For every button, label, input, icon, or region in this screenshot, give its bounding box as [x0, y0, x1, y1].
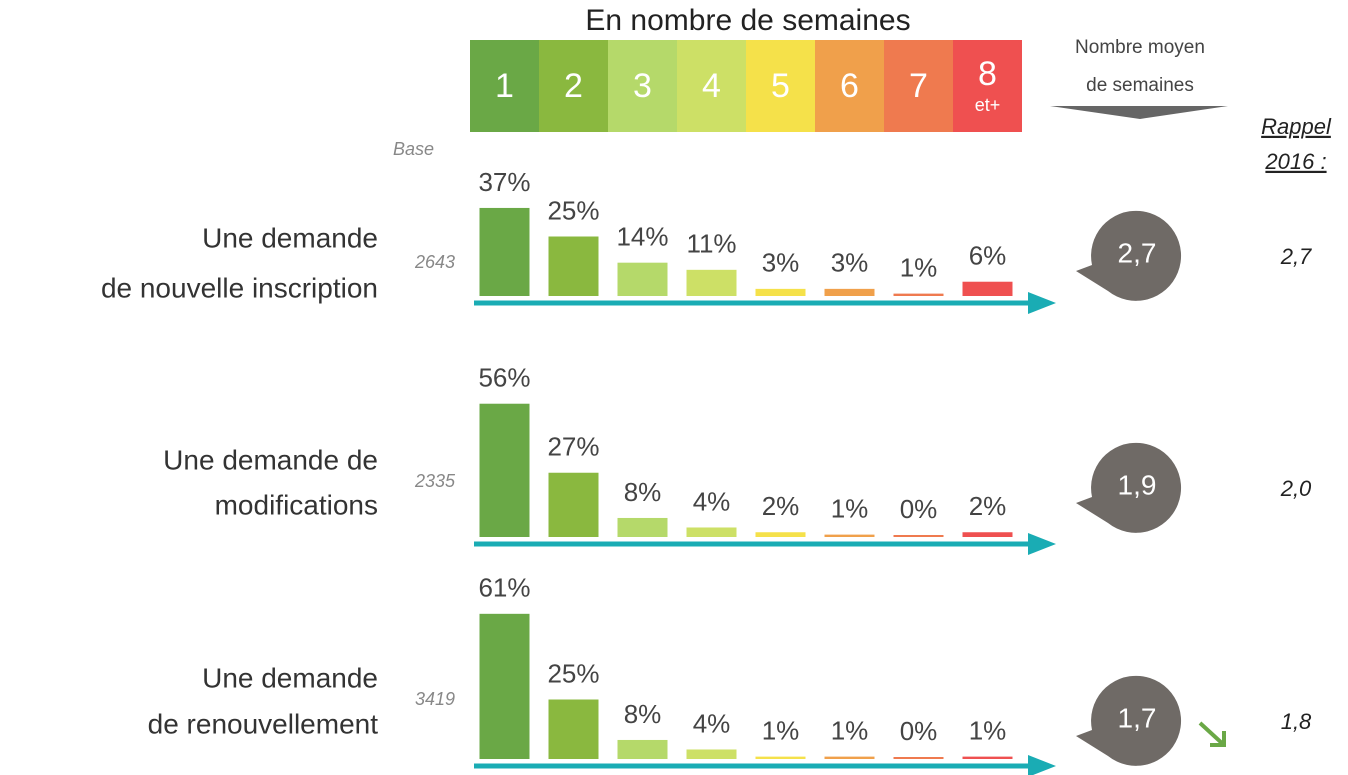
value-label: 1%: [900, 252, 938, 282]
axis-arrowhead: [1028, 755, 1056, 775]
value-label: 27%: [547, 432, 599, 462]
bar: [962, 756, 1013, 759]
value-label: 25%: [547, 658, 599, 688]
mean-label: Nombre moyen: [1075, 37, 1205, 58]
value-label: 3%: [762, 248, 800, 278]
base-value: 3419: [415, 689, 455, 709]
bar: [893, 757, 944, 759]
rappel-value: 2,0: [1280, 476, 1312, 501]
bar: [893, 535, 944, 537]
bar: [479, 207, 530, 296]
bar: [755, 288, 806, 296]
mean-bubble: [1076, 210, 1182, 301]
bar: [479, 613, 530, 759]
scale-label: 8: [978, 55, 997, 93]
rappel-label: Rappel: [1261, 114, 1332, 139]
scale-label: et+: [975, 95, 1001, 115]
value-label: 0%: [900, 716, 938, 746]
scale-label: 5: [771, 67, 790, 105]
value-label: 25%: [547, 195, 599, 225]
base-value: 2335: [414, 471, 456, 491]
bar: [617, 262, 668, 296]
axis-arrowhead: [1028, 292, 1056, 314]
row-label: de nouvelle inscription: [101, 272, 378, 303]
scale-label: 2: [564, 67, 583, 105]
scale-cell: [608, 40, 677, 132]
bar: [755, 532, 806, 537]
bar: [893, 293, 944, 296]
bar: [755, 756, 806, 759]
value-label: 0%: [900, 494, 938, 524]
value-label: 1%: [969, 715, 1007, 745]
bar: [686, 527, 737, 537]
value-label: 4%: [693, 708, 731, 738]
bar: [824, 534, 875, 537]
scale-cell: [677, 40, 746, 132]
value-label: 14%: [616, 222, 668, 252]
scale-cell: [815, 40, 884, 132]
mean-bubble: [1076, 442, 1182, 533]
scale-label: 1: [495, 67, 514, 105]
value-label: 11%: [686, 229, 736, 259]
value-label: 6%: [969, 241, 1007, 271]
value-label: 8%: [624, 477, 662, 507]
value-label: 61%: [478, 573, 530, 603]
value-label: 8%: [624, 699, 662, 729]
bar: [617, 739, 668, 759]
scale-cell: [470, 40, 539, 132]
scale-label: 6: [840, 67, 859, 105]
mean-arrow: [1050, 106, 1228, 119]
scale-label: 3: [633, 67, 652, 105]
row-label: de renouvellement: [148, 708, 379, 739]
bar: [548, 236, 599, 296]
bar: [824, 756, 875, 759]
rappel-label: 2016 :: [1264, 149, 1326, 174]
bar: [686, 749, 737, 759]
value-label: 2%: [969, 491, 1007, 521]
axis-arrowhead: [1028, 533, 1056, 555]
base-value: 2643: [414, 252, 455, 272]
value-label: 3%: [831, 248, 869, 278]
bar: [548, 699, 599, 759]
base-label: Base: [393, 139, 434, 159]
value-label: 1%: [831, 715, 869, 745]
value-label: 56%: [478, 363, 530, 393]
scale-cell: [746, 40, 815, 132]
bar: [686, 269, 737, 296]
row-label: Une demande de: [163, 444, 378, 475]
rappel-value: 2,7: [1280, 244, 1312, 269]
mean-value: 1,7: [1118, 702, 1157, 733]
scale-label: 4: [702, 67, 721, 105]
row-label: Une demande: [202, 662, 378, 693]
scale-cell: [953, 40, 1022, 132]
value-label: 37%: [478, 167, 530, 197]
scale-label: 7: [909, 67, 928, 105]
scale-cell: [539, 40, 608, 132]
header-title: En nombre de semaines: [585, 4, 910, 37]
mean-label: de semaines: [1086, 75, 1194, 96]
row-label: Une demande: [202, 222, 378, 253]
mean-value: 1,9: [1118, 469, 1157, 500]
row-label: modifications: [215, 489, 378, 520]
bar: [824, 288, 875, 296]
value-label: 4%: [693, 486, 731, 516]
mean-value: 2,7: [1118, 237, 1157, 268]
value-label: 1%: [831, 493, 869, 523]
bar: [548, 472, 599, 537]
bar: [962, 532, 1013, 537]
value-label: 1%: [762, 715, 800, 745]
scale-cell: [884, 40, 953, 132]
rappel-value: 1,8: [1281, 709, 1312, 734]
bar: [962, 281, 1013, 296]
mean-bubble: [1076, 675, 1182, 766]
bar: [479, 403, 530, 537]
trend-arrow: [1198, 721, 1226, 747]
value-label: 2%: [762, 491, 800, 521]
bar: [617, 517, 668, 537]
